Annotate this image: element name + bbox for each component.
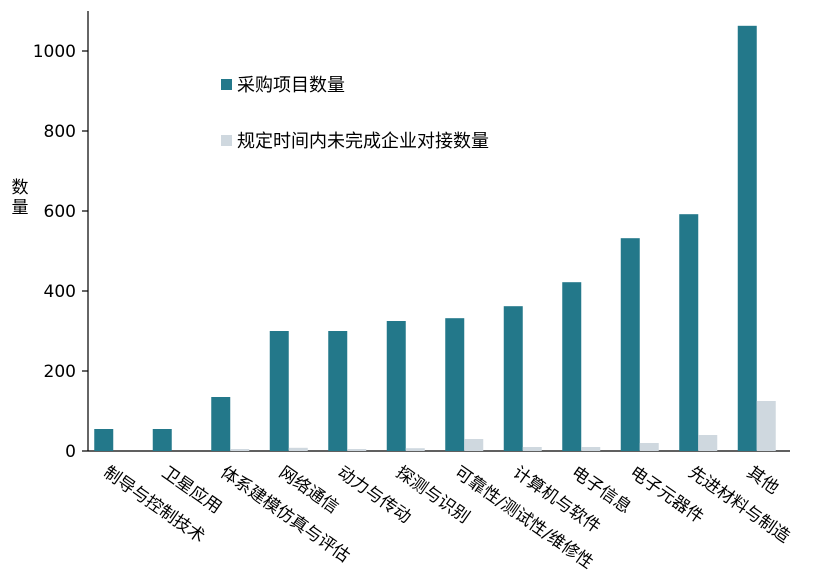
bar-unmatched: [288, 447, 308, 451]
legend-swatch: [221, 135, 232, 146]
y-axis-label-char: 量: [12, 198, 29, 218]
bar-unmatched: [639, 443, 659, 451]
y-axis-label-char: 数: [12, 178, 29, 198]
bar-unmatched: [464, 439, 484, 451]
bar-unmatched: [698, 435, 718, 451]
x-tick-labels: 制导与控制技术卫星应用体系建模仿真与评估网络通信动力与传动探测与识别可靠性/测试…: [99, 463, 793, 574]
y-tick-label: 0: [65, 442, 76, 462]
x-category-label: 其他: [743, 463, 782, 499]
bar-procurement: [152, 429, 172, 451]
bar-procurement: [328, 331, 348, 451]
bar-procurement: [562, 282, 582, 451]
axes: [87, 11, 790, 452]
bar-procurement: [620, 238, 640, 451]
y-tick-label: 600: [44, 202, 76, 222]
legend-label: 采购项目数量: [237, 75, 345, 96]
bar-unmatched: [405, 448, 425, 451]
y-tick-label: 1000: [33, 42, 76, 62]
bar-procurement: [211, 397, 231, 451]
x-category-label: 制导与控制技术: [99, 463, 208, 548]
bar-procurement: [679, 214, 699, 451]
bar-unmatched: [230, 449, 250, 451]
bar-procurement: [503, 306, 523, 451]
bar-procurement: [445, 318, 465, 451]
legend-label: 规定时间内未完成企业对接数量: [237, 131, 489, 152]
x-category-label: 先进材料与制造: [684, 463, 793, 548]
bar-procurement: [269, 331, 289, 451]
y-tick-label: 800: [44, 122, 76, 142]
legend-swatch: [221, 79, 232, 90]
y-axis-label: 数量: [12, 178, 29, 218]
y-tick-label: 200: [44, 362, 76, 382]
bar-unmatched: [522, 447, 542, 451]
bar-unmatched: [347, 449, 367, 451]
bar-unmatched: [756, 401, 776, 451]
bar-procurement: [386, 321, 406, 451]
bar-procurement: [737, 25, 757, 452]
bar-unmatched: [581, 447, 601, 451]
bar-procurement: [94, 429, 114, 451]
y-tick-label: 400: [44, 282, 76, 302]
y-tick-labels: 0 200 400 600 800 1000: [33, 42, 88, 462]
bars: [94, 25, 776, 452]
